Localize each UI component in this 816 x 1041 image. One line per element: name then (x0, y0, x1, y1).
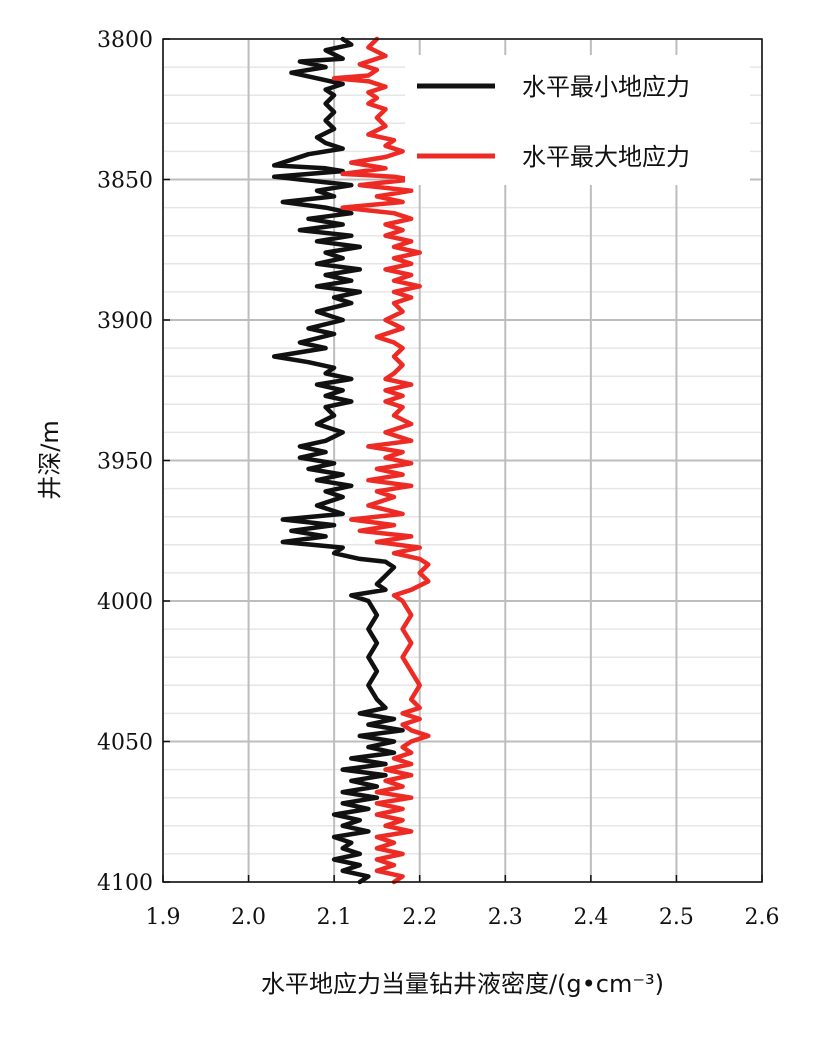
x-tick-label: 2.3 (488, 905, 523, 930)
y-tick-label: 3900 (97, 309, 153, 334)
legend-background (405, 55, 750, 185)
legend-label: 水平最大地应力 (522, 143, 690, 171)
y-tick-label: 3950 (97, 450, 153, 475)
y-tick-label: 4100 (97, 871, 153, 896)
series-layer (271, 36, 431, 885)
y-tick-label: 4000 (97, 590, 153, 615)
y-tick-label: 3850 (97, 169, 153, 194)
x-tick-label: 1.9 (146, 905, 181, 930)
x-tick-label: 2.0 (231, 905, 266, 930)
x-tick-label: 2.4 (573, 905, 608, 930)
y-axis-label: 井深/m (36, 420, 64, 499)
ticks (162, 38, 763, 883)
x-axis-label: 水平地应力当量钻井液密度/(g•cm⁻³) (261, 970, 664, 998)
x-tick-label: 2.5 (659, 905, 694, 930)
legend-label: 水平最小地应力 (522, 73, 690, 101)
y-tick-label: 3800 (97, 28, 153, 53)
tick-labels: 1.9 2.0 2.1 2.2 2.3 2.4 2.5 2.6 3800 3850 3900 3950… (97, 28, 780, 930)
series-line (331, 36, 431, 885)
x-tick-label: 2.1 (317, 905, 352, 930)
x-tick-label: 2.2 (402, 905, 437, 930)
y-tick-label: 4050 (97, 731, 153, 756)
x-tick-label: 2.6 (745, 905, 780, 930)
series-line (271, 36, 405, 885)
